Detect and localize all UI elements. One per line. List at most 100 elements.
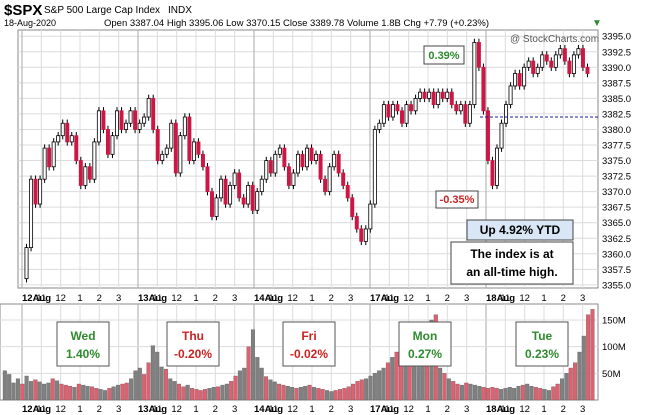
- volume-bar: [555, 383, 560, 401]
- candle-body: [336, 153, 341, 174]
- candle-body: [286, 166, 291, 186]
- volume-bar: [481, 387, 486, 401]
- ohlc-readout: Open 3387.04 High 3395.06 Low 3370.15 Cl…: [104, 18, 489, 29]
- volume-tick-label: 100M: [602, 342, 626, 353]
- volume-bar: [246, 346, 251, 401]
- x-tick-label: 3: [348, 404, 353, 415]
- candle-body: [223, 178, 228, 205]
- x-tick-label: 12: [519, 404, 530, 415]
- candle-body: [110, 135, 115, 155]
- volume-bar: [55, 380, 60, 401]
- volume-bar: [390, 357, 395, 401]
- candle-body: [232, 172, 237, 186]
- candle-body: [38, 178, 43, 205]
- volume-bar: [68, 385, 73, 401]
- pct-low-callout: -0.35%: [435, 190, 479, 209]
- candle-body: [246, 185, 251, 205]
- volume-bar: [211, 387, 216, 401]
- price-tick-label: 3365.0: [602, 218, 631, 229]
- candle-body: [124, 122, 129, 130]
- symbol-title: $SPX: [4, 2, 42, 19]
- price-tick-label: 3390.0: [602, 63, 631, 74]
- volume-bar: [377, 370, 382, 401]
- volume-bar: [163, 368, 168, 401]
- candle-body: [305, 147, 309, 168]
- candle-body: [237, 172, 242, 199]
- volume-bar: [533, 387, 538, 401]
- candle-body: [178, 135, 183, 174]
- volume-bar: [94, 388, 99, 401]
- day-label: Thu: [182, 329, 204, 343]
- volume-bar: [285, 385, 290, 401]
- price-tick-label: 3387.5: [602, 78, 631, 89]
- volume-bar: [438, 367, 443, 401]
- volume-bar: [142, 374, 147, 401]
- volume-bar: [24, 375, 29, 401]
- x-tick-label: 13Aug: [138, 404, 167, 415]
- candlestick-series: [24, 38, 590, 283]
- candle-body: [526, 60, 531, 68]
- volume-bar: [364, 378, 369, 401]
- volume-bar: [503, 388, 508, 401]
- volume-bar: [89, 386, 94, 401]
- x-tick-label: 3: [116, 404, 121, 415]
- volume-bar: [586, 314, 591, 401]
- x-tick-label: 11: [384, 293, 394, 304]
- volume-bar: [15, 378, 20, 401]
- x-tick-label: 18Aug: [486, 293, 515, 304]
- price-tick-label: 3382.5: [602, 109, 631, 120]
- candle-body: [228, 185, 233, 205]
- candle-body: [146, 97, 151, 118]
- candle-body: [332, 153, 337, 168]
- price-tick-label: 3357.5: [602, 265, 631, 276]
- volume-bar: [451, 381, 456, 401]
- candle-body: [381, 104, 386, 124]
- price-tick-label: 3362.5: [602, 234, 631, 245]
- candle-body: [259, 178, 264, 193]
- volume-bar: [224, 383, 229, 401]
- volume-bar: [181, 386, 186, 401]
- candle-body: [24, 247, 29, 280]
- x-tick-label: 17Aug: [370, 293, 399, 304]
- index-name: S&P 500 Large Cap Index: [44, 5, 160, 16]
- volume-bar: [85, 385, 90, 401]
- candle-body: [29, 178, 34, 248]
- x-tick-label: 3: [464, 293, 469, 304]
- price-tick-label: 3392.5: [602, 47, 631, 58]
- volume-bar: [516, 385, 521, 401]
- candle-body: [508, 85, 513, 106]
- candle-body: [517, 73, 522, 87]
- collapse-triangle-icon[interactable]: ▼: [592, 18, 602, 29]
- candle-body: [309, 147, 314, 161]
- candle-body: [377, 122, 382, 130]
- candle-body: [544, 54, 549, 62]
- x-tick-label: 3: [464, 404, 469, 415]
- day-change-box: Mon 0.27%: [398, 321, 452, 367]
- volume-bar: [242, 367, 247, 401]
- volume-bar: [72, 387, 77, 401]
- candle-body: [219, 178, 224, 199]
- x-tick-label: 3: [348, 293, 353, 304]
- x-tick-label: 12: [403, 404, 414, 415]
- volume-bar: [220, 384, 225, 401]
- volume-bar: [146, 362, 151, 401]
- candle-body: [499, 122, 504, 149]
- exchange-label: INDX: [168, 5, 192, 16]
- x-tick-label: 2: [445, 293, 450, 304]
- volume-bar: [307, 384, 312, 401]
- volume-bar: [264, 376, 269, 401]
- volume-bar: [268, 379, 273, 401]
- candle-body: [354, 216, 359, 230]
- candle-body: [404, 104, 409, 124]
- x-tick-label: 14Aug: [254, 404, 283, 415]
- candle-body: [318, 153, 323, 180]
- candle-body: [472, 42, 477, 106]
- volume-bar: [577, 351, 582, 401]
- volume-bar: [111, 386, 116, 401]
- volume-bar: [176, 383, 181, 401]
- candle-body: [585, 66, 590, 74]
- volume-bar: [446, 378, 451, 401]
- candle-body: [160, 153, 165, 161]
- candle-body: [390, 104, 395, 118]
- day-label: Tue: [532, 329, 553, 343]
